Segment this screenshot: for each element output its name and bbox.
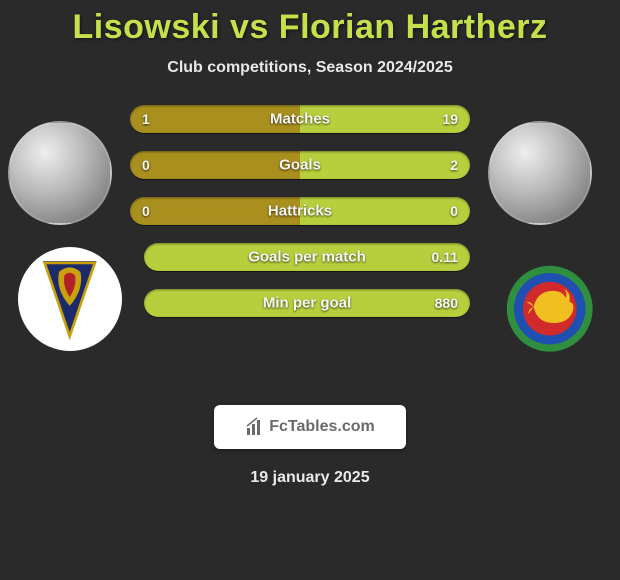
stat-label: Goals per match — [248, 249, 366, 266]
stat-value-right: 19 — [442, 111, 458, 127]
stat-value-left: 0 — [142, 157, 150, 173]
player-right-avatar — [488, 121, 592, 225]
stat-label: Matches — [270, 111, 330, 128]
pennant-icon — [25, 254, 114, 343]
stat-value-left: 1 — [142, 111, 150, 127]
branding-badge[interactable]: FcTables.com — [214, 405, 406, 449]
subtitle: Club competitions, Season 2024/2025 — [0, 59, 620, 77]
stat-bar: Min per goal 880 — [144, 289, 470, 317]
stat-label: Hattricks — [268, 203, 332, 220]
crest-icon — [505, 264, 594, 353]
stat-value-right: 0.11 — [432, 249, 458, 265]
stat-value-right: 2 — [450, 157, 458, 173]
stat-label: Min per goal — [263, 295, 351, 312]
stat-bars: 1 Matches 19 0 Goals 2 0 Hattricks 0 Goals per ma… — [130, 105, 470, 317]
club-right-badge — [498, 257, 602, 361]
stat-value-right: 0 — [450, 203, 458, 219]
snapshot-date: 19 january 2025 — [0, 469, 620, 487]
stat-bar: 0 Hattricks 0 — [130, 197, 470, 225]
comparison-panel: 1 Matches 19 0 Goals 2 0 Hattricks 0 Goals per ma… — [0, 105, 620, 405]
stat-value-right: 880 — [435, 295, 458, 311]
stat-value-left: 0 — [142, 203, 150, 219]
club-left-badge — [18, 247, 122, 351]
stat-bar: 0 Goals 2 — [130, 151, 470, 179]
player-left-avatar — [8, 121, 112, 225]
stat-label: Goals — [279, 157, 321, 174]
branding-text: FcTables.com — [269, 418, 375, 436]
page-title: Lisowski vs Florian Hartherz — [0, 8, 620, 47]
stat-bar: Goals per match 0.11 — [144, 243, 470, 271]
stat-bar: 1 Matches 19 — [130, 105, 470, 133]
chart-icon — [245, 417, 265, 437]
